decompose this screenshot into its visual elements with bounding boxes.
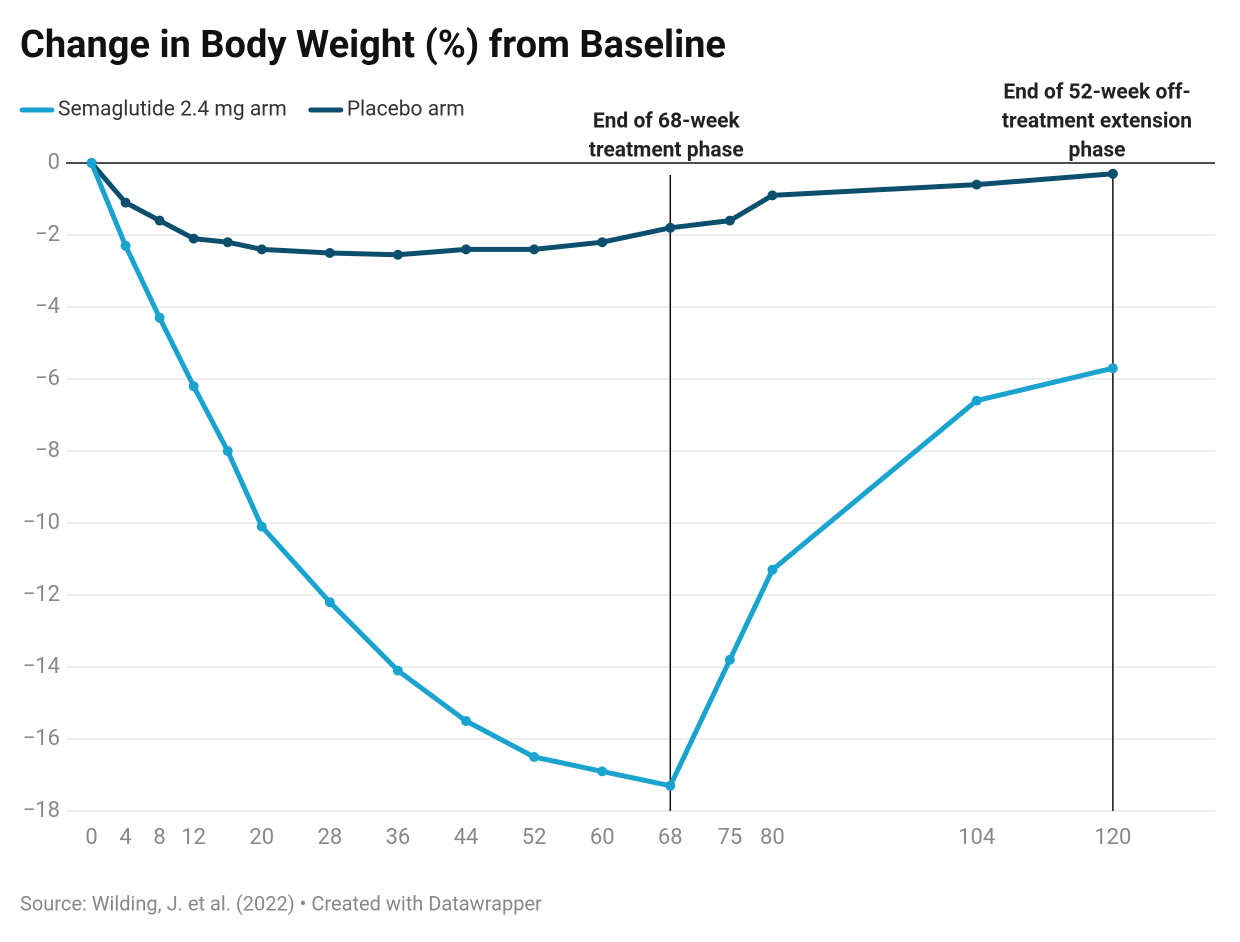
data-point	[392, 665, 403, 676]
y-tick-label: −16	[23, 726, 60, 751]
x-tick-label: 12	[181, 825, 206, 850]
series-line	[89, 161, 1114, 258]
data-point	[222, 237, 233, 248]
legend-label: Semaglutide 2.4 mg arm	[58, 98, 287, 122]
annotation-text: treatment phase	[589, 139, 744, 163]
y-tick-label: −12	[23, 582, 60, 607]
data-point	[154, 215, 165, 226]
data-point	[1107, 363, 1118, 374]
source-note: Source: Wilding, J. et al. (2022) • Crea…	[20, 891, 542, 915]
y-tick-label: −18	[23, 798, 60, 823]
data-point	[597, 237, 608, 248]
y-tick-label: −14	[23, 654, 60, 679]
x-tick-label: 4	[119, 825, 131, 850]
data-point	[86, 158, 97, 168]
data-point	[392, 249, 403, 260]
x-tick-label: 20	[249, 825, 274, 850]
x-tick-label: 44	[454, 825, 479, 850]
data-point	[120, 240, 131, 251]
data-point	[767, 190, 778, 201]
x-tick-label: 104	[958, 825, 995, 850]
x-tick-label: 36	[386, 825, 411, 850]
data-point	[256, 244, 267, 255]
x-tick-label: 0	[85, 825, 97, 850]
x-tick-label: 120	[1094, 825, 1131, 850]
data-point	[724, 215, 735, 226]
data-point	[324, 597, 335, 608]
y-tick-label: −8	[35, 438, 60, 463]
data-point	[529, 752, 540, 762]
y-tick-label: −2	[35, 222, 60, 247]
annotation-text: End of 68-week	[593, 110, 741, 134]
y-tick-label: −6	[35, 366, 60, 391]
data-point	[154, 312, 165, 323]
data-point	[1107, 168, 1118, 179]
data-point	[188, 233, 199, 244]
legend-label: Placebo arm	[347, 98, 465, 122]
x-tick-label: 8	[153, 825, 165, 850]
data-point	[665, 780, 676, 791]
data-point	[256, 521, 267, 532]
y-tick-label: −10	[23, 510, 60, 535]
x-tick-label: 28	[317, 825, 342, 850]
chart-title: Change in Body Weight (%) from Baseline	[20, 23, 726, 67]
y-tick-label: −4	[35, 294, 60, 319]
y-tick-label: 0	[48, 150, 60, 175]
data-point	[971, 179, 982, 190]
annotation-text: phase	[1069, 139, 1126, 163]
data-point	[461, 244, 472, 255]
data-point	[971, 395, 982, 406]
x-tick-label: 75	[717, 825, 742, 850]
data-point	[324, 248, 335, 258]
x-tick-label: 60	[590, 825, 615, 850]
data-point	[188, 381, 199, 392]
annotation-text: treatment extension	[1002, 110, 1192, 134]
x-tick-label: 80	[760, 825, 785, 850]
data-point	[665, 222, 676, 233]
data-point	[724, 654, 735, 665]
data-point	[120, 197, 131, 208]
annotation-text: End of 52-week off-	[1003, 81, 1190, 105]
data-point	[597, 766, 608, 777]
data-point	[461, 716, 472, 726]
data-point	[529, 244, 540, 255]
x-tick-label: 52	[522, 825, 547, 850]
x-tick-label: 68	[658, 825, 683, 850]
data-point	[767, 564, 778, 575]
data-point	[222, 446, 233, 456]
series-line	[89, 162, 1114, 789]
